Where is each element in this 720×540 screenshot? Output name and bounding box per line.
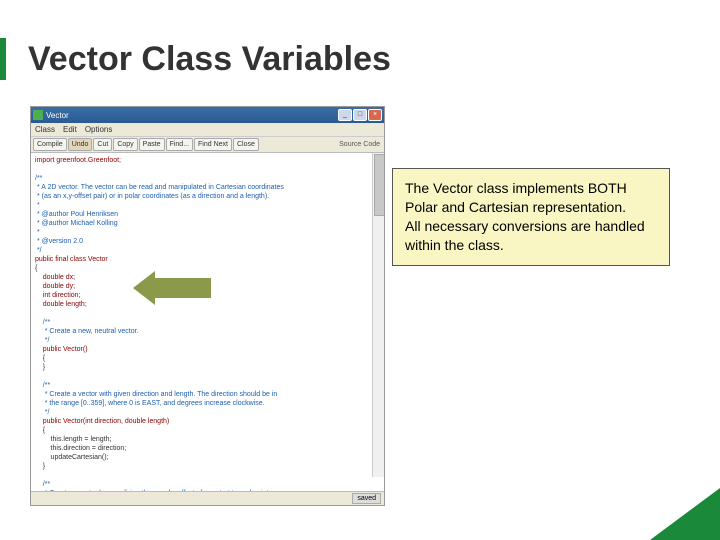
code-area[interactable]: import greenfoot.Greenfoot; /** * A 2D v…	[31, 153, 384, 491]
code-line: * Create a new, neutral vector.	[35, 328, 139, 335]
code-line: */	[35, 337, 49, 344]
code-line: double length;	[35, 301, 87, 308]
code-line: * A 2D vector. The vector can be read an…	[35, 184, 284, 191]
code-line: /**	[35, 382, 50, 389]
code-line: /**	[35, 175, 42, 182]
callout-box: The Vector class implements BOTH Polar a…	[392, 168, 670, 266]
code-line: this.length = length;	[35, 436, 111, 443]
code-line: *	[35, 229, 40, 236]
compile-button[interactable]: Compile	[33, 138, 67, 151]
code-line: public final class Vector	[35, 256, 108, 263]
callout-line-1: The Vector class implements BOTH Polar a…	[405, 179, 657, 217]
code-line: updateCartesian();	[35, 454, 109, 461]
code-line: */	[35, 409, 49, 416]
editor-window: Vector _ □ × Class Edit Options Compile …	[30, 106, 385, 506]
code-line: {	[35, 265, 37, 272]
code-line: * Create a vector with given direction a…	[35, 391, 277, 398]
code-line: * (as an x,y-offset pair) or in polar co…	[35, 193, 269, 200]
titlebar: Vector _ □ ×	[31, 107, 384, 123]
code-line: * @version 2.0	[35, 238, 83, 245]
close-button[interactable]: Close	[233, 138, 259, 151]
find-next-button[interactable]: Find Next	[194, 138, 232, 151]
arrow-body	[151, 278, 211, 298]
code-line: * @author Poul Henriksen	[35, 211, 118, 218]
app-icon	[33, 110, 43, 120]
code-line: */	[35, 247, 42, 254]
code-line: * the range [0..359], where 0 is EAST, a…	[35, 400, 265, 407]
source-label: Source Code	[339, 141, 380, 148]
paste-button[interactable]: Paste	[139, 138, 165, 151]
menu-options[interactable]: Options	[85, 125, 113, 134]
code-line: {	[35, 427, 45, 434]
code-line: }	[35, 463, 45, 470]
title-accent	[0, 38, 6, 80]
pointer-arrow	[151, 278, 211, 298]
close-window-button[interactable]: ×	[368, 109, 382, 121]
code-line: /**	[35, 481, 50, 488]
code-line: double dx;	[35, 274, 75, 281]
menu-class[interactable]: Class	[35, 125, 55, 134]
code-text: import greenfoot.Greenfoot; /** * A 2D v…	[31, 153, 384, 491]
cut-button[interactable]: Cut	[93, 138, 112, 151]
code-line: *	[35, 202, 40, 209]
code-line: import greenfoot.Greenfoot;	[35, 157, 121, 164]
code-line: /**	[35, 319, 50, 326]
slide: Vector Class Variables Vector _ □ × Clas…	[0, 0, 720, 540]
menubar: Class Edit Options	[31, 123, 384, 137]
code-line: double dy;	[35, 283, 75, 290]
undo-button[interactable]: Undo	[68, 138, 93, 151]
code-line: int direction;	[35, 292, 81, 299]
maximize-button[interactable]: □	[353, 109, 367, 121]
code-line: this.direction = direction;	[35, 445, 126, 452]
copy-button[interactable]: Copy	[113, 138, 137, 151]
vertical-scrollbar[interactable]	[372, 153, 384, 477]
menu-edit[interactable]: Edit	[63, 125, 77, 134]
callout-line-2: All necessary conversions are handled wi…	[405, 217, 657, 255]
code-line: {	[35, 355, 45, 362]
code-line: * @author Michael Kolling	[35, 220, 118, 227]
statusbar: saved	[31, 491, 384, 505]
toolbar: Compile Undo Cut Copy Paste Find... Find…	[31, 137, 384, 153]
window-title: Vector	[46, 111, 338, 120]
find-button[interactable]: Find...	[166, 138, 193, 151]
code-line: public Vector()	[35, 346, 88, 353]
window-buttons: _ □ ×	[338, 109, 382, 121]
status-button[interactable]: saved	[352, 493, 381, 504]
minimize-button[interactable]: _	[338, 109, 352, 121]
corner-accent	[650, 488, 720, 540]
code-line: }	[35, 364, 45, 371]
slide-title: Vector Class Variables	[28, 40, 391, 79]
code-line: public Vector(int direction, double leng…	[35, 418, 169, 425]
